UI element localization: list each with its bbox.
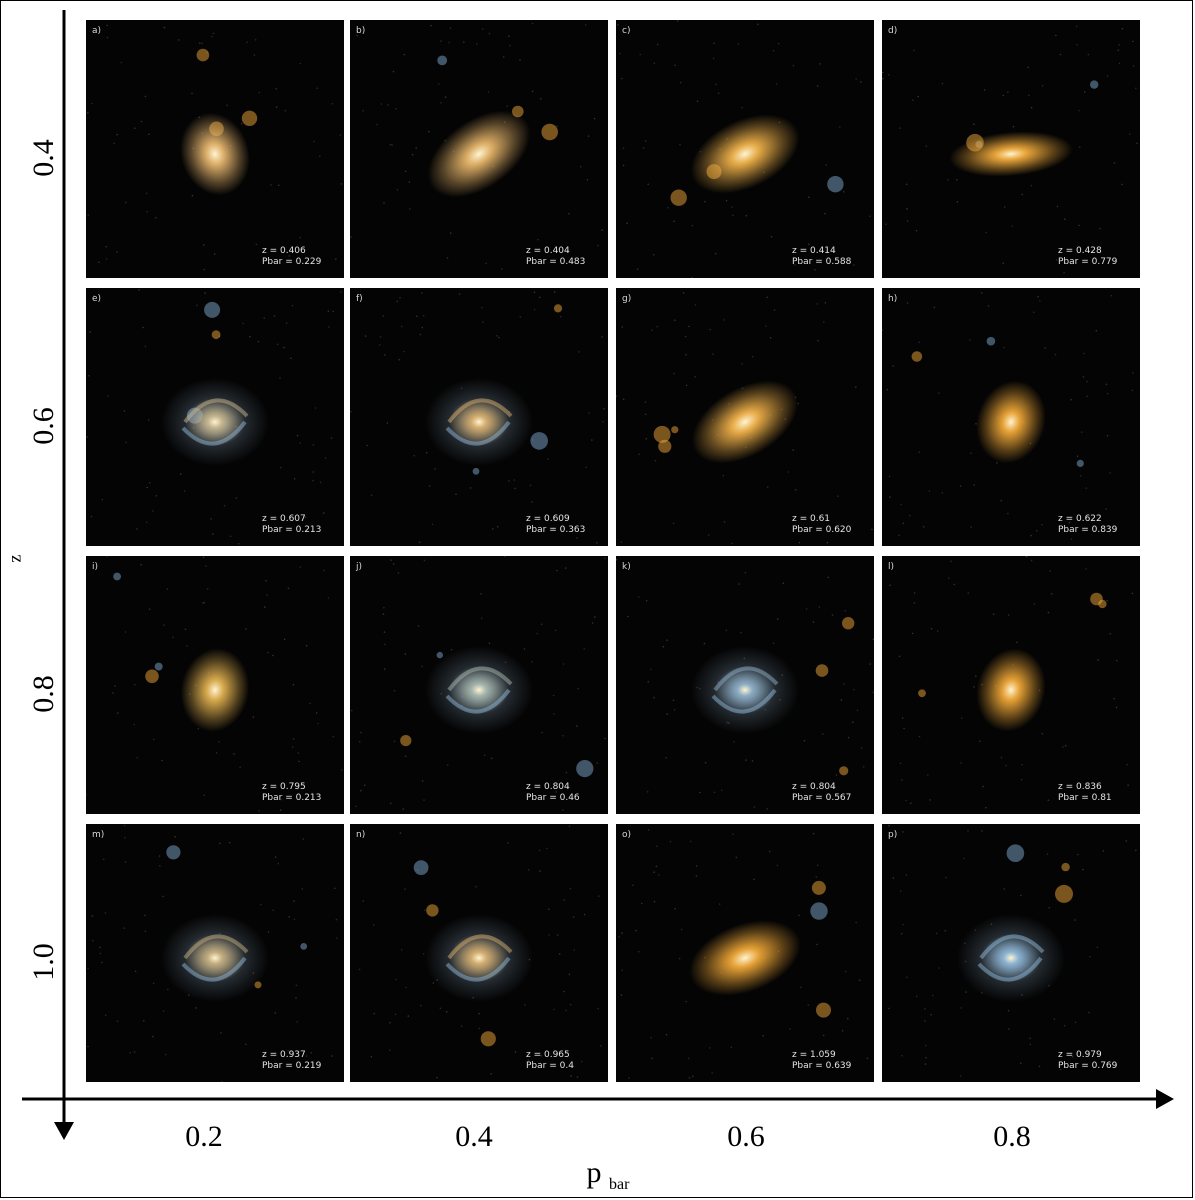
galaxy-panel: i) z = 0.795 Pbar = 0.213: [86, 556, 344, 814]
galaxy-panel: g) z = 0.61 Pbar = 0.620: [616, 288, 874, 546]
galaxy-panel: l) z = 0.836 Pbar = 0.81: [882, 556, 1140, 814]
galaxy-panel: k) z = 0.804 Pbar = 0.567: [616, 556, 874, 814]
panel-letter: k): [622, 562, 631, 572]
x-axis-label: p bar: [586, 1156, 630, 1193]
column-label: 0.8: [993, 1120, 1031, 1153]
panel-values: z = 1.059 Pbar = 0.639: [792, 1050, 852, 1071]
column-label: 0.4: [455, 1120, 493, 1153]
galaxy-panel: m) z = 0.937 Pbar = 0.219: [86, 824, 344, 1082]
panel-letter: o): [622, 830, 632, 840]
galaxy-panel: n) z = 0.965 Pbar = 0.4: [350, 824, 608, 1082]
panel-values: z = 0.965 Pbar = 0.4: [526, 1050, 574, 1071]
galaxy-image: [889, 556, 1134, 809]
panel-values: z = 0.607 Pbar = 0.213: [262, 514, 322, 535]
panel-letter: p): [888, 830, 898, 840]
galaxy-image: [617, 20, 871, 278]
panel-values: z = 0.795 Pbar = 0.213: [262, 782, 322, 803]
galaxy-image: [358, 825, 602, 1079]
galaxy-image: [616, 558, 874, 810]
galaxy-image: [888, 824, 1137, 1077]
panel-letter: b): [356, 26, 366, 36]
galaxy-panel: a) z = 0.406 Pbar = 0.229: [86, 20, 344, 278]
galaxy-image: [618, 829, 869, 1079]
galaxy-panel: j) z = 0.804 Pbar = 0.46: [350, 556, 608, 814]
galaxy-image: [882, 25, 1138, 274]
galaxy-panel: p) z = 0.979 Pbar = 0.769: [882, 824, 1140, 1082]
galaxy-panel: b) z = 0.404 Pbar = 0.483: [350, 20, 608, 278]
panel-values: z = 0.404 Pbar = 0.483: [526, 246, 586, 267]
row-label: 1.0: [27, 943, 60, 981]
panel-letter: f): [356, 294, 363, 304]
panel-values: z = 0.804 Pbar = 0.46: [526, 782, 580, 803]
panel-values: z = 0.804 Pbar = 0.567: [792, 782, 852, 803]
y-axis-label: z: [4, 554, 25, 563]
row-label: 0.8: [27, 675, 60, 713]
panel-letter: a): [92, 26, 102, 36]
panel-values: z = 0.836 Pbar = 0.81: [1058, 782, 1112, 803]
galaxy-image: [882, 292, 1134, 540]
galaxy-image: [351, 556, 606, 811]
panel-values: z = 0.937 Pbar = 0.219: [262, 1050, 322, 1071]
panel-values: z = 0.406 Pbar = 0.229: [262, 246, 322, 267]
panel-letter: d): [888, 26, 898, 36]
galaxy-image: [87, 24, 343, 271]
row-label: 0.6: [27, 407, 60, 445]
panel-letter: m): [92, 830, 105, 840]
column-label: 0.6: [727, 1120, 765, 1153]
galaxy-panel: c) z = 0.414 Pbar = 0.588: [616, 20, 874, 278]
panel-letter: j): [356, 562, 363, 572]
column-label: 0.2: [185, 1120, 223, 1153]
galaxy-image: [616, 292, 873, 545]
panel-values: z = 0.979 Pbar = 0.769: [1058, 1050, 1118, 1071]
galaxy-panel: f) z = 0.609 Pbar = 0.363: [350, 288, 608, 546]
panel-letter: c): [622, 26, 631, 36]
panel-values: z = 0.609 Pbar = 0.363: [526, 514, 586, 535]
panel-letter: e): [92, 294, 102, 304]
panel-letter: l): [888, 562, 895, 572]
galaxy-panel: h) z = 0.622 Pbar = 0.839: [882, 288, 1140, 546]
galaxy-image: [350, 22, 603, 270]
galaxy-image: [87, 824, 338, 1082]
panel-values: z = 0.428 Pbar = 0.779: [1058, 246, 1118, 267]
galaxy-image: [86, 289, 342, 545]
galaxy-panel: e) z = 0.607 Pbar = 0.213: [86, 288, 344, 546]
galaxy-panel: d) z = 0.428 Pbar = 0.779: [882, 20, 1140, 278]
panel-letter: n): [356, 830, 366, 840]
panel-letter: i): [92, 562, 99, 572]
panel-values: z = 0.61 Pbar = 0.620: [792, 514, 852, 535]
panel-letter: g): [622, 294, 632, 304]
galaxy-image: [350, 291, 605, 544]
panel-letter: h): [888, 294, 898, 304]
galaxy-panel: o) z = 1.059 Pbar = 0.639: [616, 824, 874, 1082]
row-label: 0.4: [27, 139, 60, 177]
galaxy-image: [86, 556, 343, 812]
panel-values: z = 0.414 Pbar = 0.588: [792, 246, 852, 267]
panel-values: z = 0.622 Pbar = 0.839: [1058, 514, 1118, 535]
